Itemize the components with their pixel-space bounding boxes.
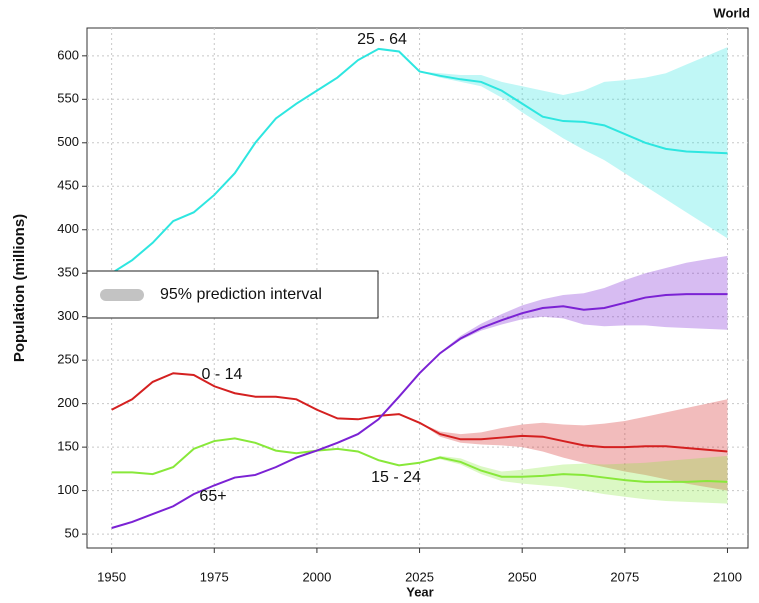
series-label: 65+ (199, 488, 226, 505)
x-axis-title: Year (406, 584, 433, 599)
legend-swatch (100, 289, 144, 301)
y-axis-title: Population (millions) (11, 214, 28, 362)
x-tick-label: 2075 (610, 569, 639, 584)
legend: 95% prediction interval (87, 271, 378, 318)
x-tick-label: 1975 (200, 569, 229, 584)
y-tick-label: 550 (57, 91, 79, 106)
series-label: 0 - 14 (202, 366, 243, 383)
y-tick-label: 300 (57, 308, 79, 323)
series-label: 15 - 24 (371, 469, 421, 486)
y-tick-label: 600 (57, 47, 79, 62)
series-label: 25 - 64 (357, 31, 407, 48)
y-tick-label: 250 (57, 352, 79, 367)
y-tick-label: 350 (57, 265, 79, 280)
chart: World Year Population (millions) 50 100 15… (0, 0, 759, 603)
chart-title: World (713, 5, 750, 20)
x-tick-label: 2100 (713, 569, 742, 584)
y-tick-label: 150 (57, 439, 79, 454)
x-tick-label: 2000 (302, 569, 331, 584)
y-tick-label: 500 (57, 134, 79, 149)
y-tick-label: 50 (65, 526, 79, 541)
x-tick-label: 2025 (405, 569, 434, 584)
x-tick-label: 2050 (508, 569, 537, 584)
y-tick-label: 200 (57, 395, 79, 410)
legend-label: 95% prediction interval (160, 286, 322, 303)
y-tick-label: 100 (57, 482, 79, 497)
y-tick-label: 400 (57, 221, 79, 236)
x-tick-label: 1950 (97, 569, 126, 584)
y-tick-label: 450 (57, 178, 79, 193)
